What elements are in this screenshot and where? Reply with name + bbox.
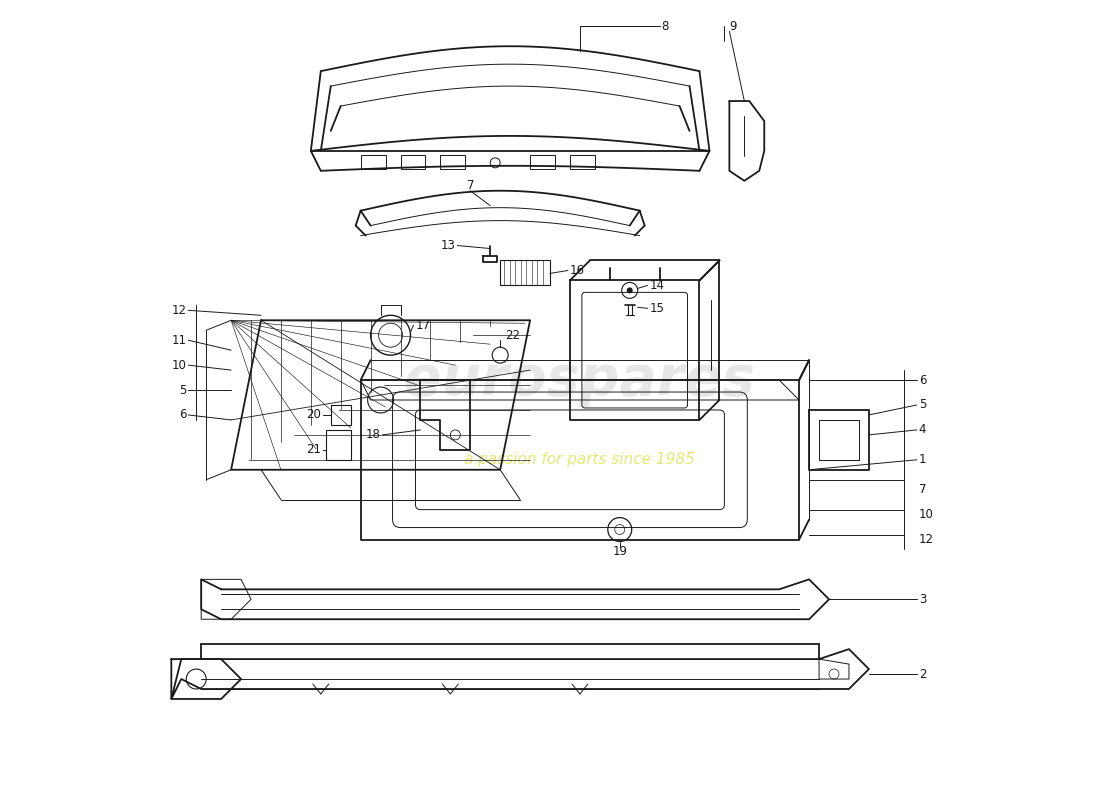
Text: 17: 17 <box>416 318 430 332</box>
Text: 10: 10 <box>172 358 186 372</box>
Text: 10: 10 <box>918 508 934 521</box>
Text: 13: 13 <box>440 239 455 252</box>
Text: 1: 1 <box>918 454 926 466</box>
Text: 16: 16 <box>570 264 585 277</box>
Text: 15: 15 <box>650 302 664 315</box>
Text: 2: 2 <box>918 667 926 681</box>
Text: 7: 7 <box>918 483 926 496</box>
Text: 14: 14 <box>650 279 664 292</box>
Text: 3: 3 <box>918 593 926 606</box>
Text: 22: 22 <box>505 329 520 342</box>
Circle shape <box>627 287 632 294</box>
Text: 12: 12 <box>172 304 186 317</box>
Text: 18: 18 <box>365 428 381 442</box>
Text: 11: 11 <box>172 334 186 346</box>
Text: 12: 12 <box>918 533 934 546</box>
Text: 20: 20 <box>306 409 321 422</box>
Text: 4: 4 <box>918 423 926 436</box>
Text: 8: 8 <box>661 20 669 33</box>
Bar <box>500 261 550 286</box>
Text: eurospares: eurospares <box>405 353 756 407</box>
Text: 6: 6 <box>179 409 186 422</box>
Text: 19: 19 <box>613 545 627 558</box>
Text: 7: 7 <box>466 179 474 192</box>
Text: 5: 5 <box>179 383 186 397</box>
Text: 6: 6 <box>918 374 926 386</box>
Text: 5: 5 <box>918 398 926 411</box>
Text: a passion for parts since 1985: a passion for parts since 1985 <box>464 452 695 467</box>
Text: 21: 21 <box>306 443 321 456</box>
Bar <box>331 405 351 425</box>
Text: 9: 9 <box>729 20 737 33</box>
